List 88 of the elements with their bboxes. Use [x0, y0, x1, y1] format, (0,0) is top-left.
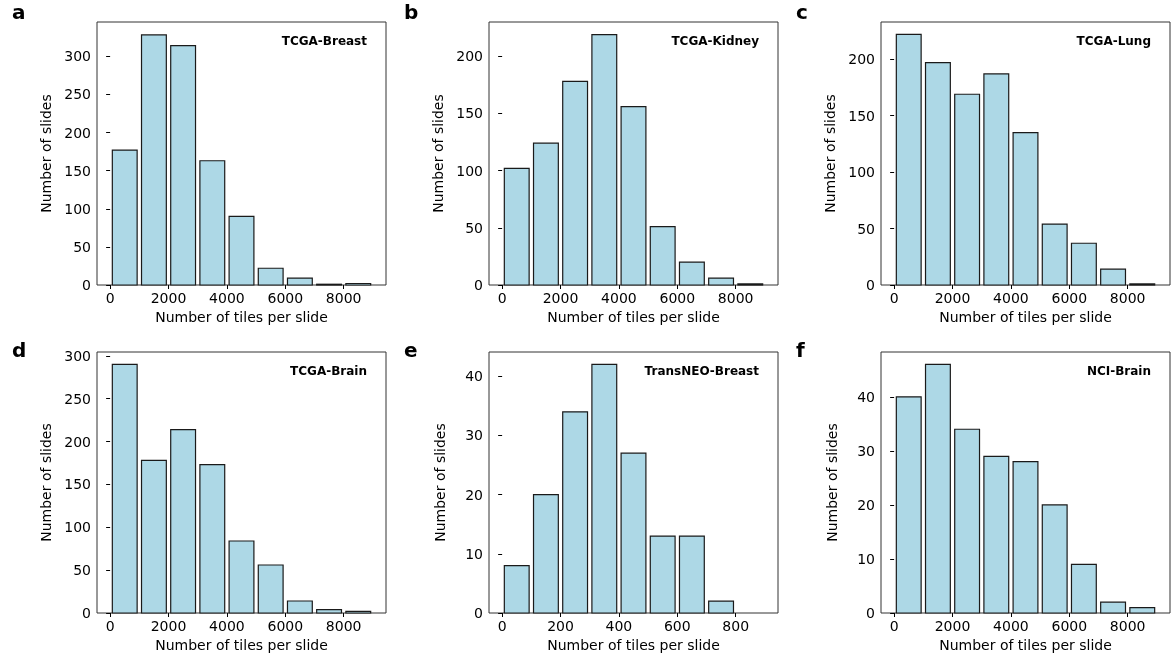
text: TCGA-Brain: [290, 364, 368, 378]
y-tick-label: 0: [474, 605, 483, 621]
y-tick-label: 200: [848, 51, 875, 68]
x-tick-label: 4000: [601, 290, 637, 306]
y-axis-title: Number of slides: [432, 423, 448, 542]
x-tick-label: 2000: [542, 290, 579, 306]
y-tick-label: 100: [64, 200, 91, 217]
y-tick-label: 50: [857, 220, 875, 237]
x-tick-label: 0: [889, 290, 899, 306]
y-tick-label: 150: [64, 476, 91, 493]
y-axis-title: Number of slides: [430, 94, 447, 213]
text: TCGA-Breast: [281, 34, 368, 48]
x-tick-label: 8000: [325, 618, 362, 634]
y-tick-label: 250: [64, 86, 91, 103]
x-axis-title: Number of tiles per slide: [939, 636, 1112, 653]
x-tick-label: 6000: [1051, 290, 1088, 306]
x-tick-label: 6000: [267, 618, 304, 634]
y-tick-label: 300: [64, 48, 91, 65]
y-tick-label: 200: [64, 433, 91, 450]
text: e: [404, 338, 418, 362]
x-tick-label: 2000: [934, 618, 971, 634]
y-tick-label: 20: [465, 486, 483, 503]
x-tick-label: 4000: [993, 618, 1029, 634]
x-tick-label: 8000: [325, 290, 362, 306]
text: NCI-Brain: [1086, 364, 1152, 378]
text: TCGA-Kidney: [671, 34, 760, 48]
x-axis-title: Number of tiles per slide: [155, 308, 328, 325]
y-tick-label: 0: [82, 605, 91, 621]
y-tick-label: 50: [73, 562, 91, 579]
x-tick-label: 0: [889, 618, 899, 634]
y-tick-label: 150: [456, 105, 483, 122]
y-tick-label: 100: [848, 164, 875, 181]
x-tick-label: 0: [105, 290, 115, 306]
x-tick-label: 400: [605, 618, 633, 634]
x-axis-title: Number of tiles per slide: [547, 308, 720, 325]
y-tick-label: 50: [73, 238, 91, 255]
y-tick-label: 150: [64, 162, 91, 179]
y-tick-label: 40: [465, 368, 483, 385]
x-tick-label: 0: [497, 618, 507, 634]
x-tick-label: 2000: [934, 290, 971, 306]
x-tick-label: 8000: [1109, 618, 1146, 634]
y-tick-label: 300: [64, 347, 91, 364]
y-tick-label: 0: [82, 277, 91, 293]
x-tick-label: 2000: [150, 290, 187, 306]
text: d: [12, 338, 27, 362]
x-tick-label: 4000: [209, 290, 245, 306]
x-tick-label: 0: [105, 618, 115, 634]
y-tick-label: 50: [465, 219, 483, 236]
y-tick-label: 10: [857, 550, 875, 567]
y-tick-label: 30: [465, 427, 483, 444]
y-axis-title: Number of slides: [822, 94, 839, 213]
y-tick-label: 10: [465, 545, 483, 562]
text: a: [12, 0, 26, 24]
y-axis-title: Number of slides: [38, 423, 55, 542]
x-tick-label: 4000: [209, 618, 245, 634]
x-tick-label: 800: [722, 618, 750, 634]
x-tick-label: 2000: [150, 618, 187, 634]
y-tick-label: 0: [866, 277, 875, 293]
y-axis-title: Number of slides: [38, 94, 55, 213]
x-axis-title: Number of tiles per slide: [939, 308, 1112, 325]
y-tick-label: 0: [474, 277, 483, 293]
y-tick-label: 40: [857, 388, 875, 405]
x-axis-title: Number of tiles per slide: [547, 636, 720, 653]
x-tick-label: 200: [547, 618, 574, 634]
text: TransNEO-Breast: [644, 364, 760, 378]
y-axis-title: Number of slides: [824, 423, 840, 542]
y-tick-label: 20: [857, 496, 875, 513]
y-tick-label: 150: [848, 107, 875, 124]
text: c: [796, 0, 808, 24]
x-tick-label: 8000: [717, 290, 754, 306]
x-tick-label: 6000: [1051, 618, 1088, 634]
x-tick-label: 6000: [659, 290, 696, 306]
text: f: [796, 338, 805, 362]
text: TCGA-Lung: [1076, 34, 1152, 48]
y-tick-label: 100: [64, 519, 91, 536]
y-tick-label: 200: [456, 48, 483, 65]
x-tick-label: 8000: [1109, 290, 1146, 306]
x-tick-label: 600: [663, 618, 691, 634]
y-tick-label: 30: [857, 442, 875, 459]
x-tick-label: 0: [497, 290, 507, 306]
y-tick-label: 200: [64, 124, 91, 141]
text: b: [404, 0, 419, 24]
y-tick-label: 100: [456, 162, 483, 179]
x-tick-label: 6000: [267, 290, 304, 306]
x-axis-title: Number of tiles per slide: [155, 636, 328, 653]
y-tick-label: 0: [866, 605, 875, 621]
x-tick-label: 4000: [993, 290, 1029, 306]
y-tick-label: 250: [64, 390, 91, 407]
